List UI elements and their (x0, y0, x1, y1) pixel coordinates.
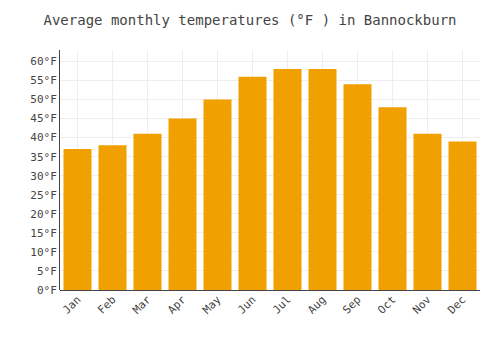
svg-text:Apr: Apr (165, 293, 189, 317)
svg-text:Jun: Jun (235, 293, 258, 316)
svg-text:Oct: Oct (375, 293, 398, 316)
svg-text:35°F: 35°F (30, 151, 57, 164)
svg-text:Mar: Mar (130, 293, 154, 317)
svg-text:Jan: Jan (60, 293, 83, 316)
svg-text:5°F: 5°F (37, 265, 57, 278)
svg-text:20°F: 20°F (30, 208, 57, 221)
svg-text:Sep: Sep (340, 293, 363, 316)
svg-text:0°F: 0°F (37, 284, 57, 297)
svg-text:Dec: Dec (445, 293, 468, 316)
svg-text:Jul: Jul (270, 293, 293, 316)
svg-text:50°F: 50°F (30, 93, 57, 106)
svg-text:Average monthly temperatures (: Average monthly temperatures (°F ) in Ba… (43, 12, 456, 28)
svg-text:10°F: 10°F (30, 246, 57, 259)
svg-text:45°F: 45°F (30, 112, 57, 125)
svg-text:Feb: Feb (95, 293, 118, 316)
svg-text:Nov: Nov (410, 293, 434, 317)
svg-text:15°F: 15°F (30, 227, 57, 240)
svg-text:60°F: 60°F (30, 55, 57, 68)
svg-text:May: May (200, 293, 224, 317)
svg-text:55°F: 55°F (30, 74, 57, 87)
svg-text:40°F: 40°F (30, 131, 57, 144)
svg-text:25°F: 25°F (30, 189, 57, 202)
svg-text:30°F: 30°F (30, 170, 57, 183)
svg-text:Aug: Aug (305, 293, 328, 316)
